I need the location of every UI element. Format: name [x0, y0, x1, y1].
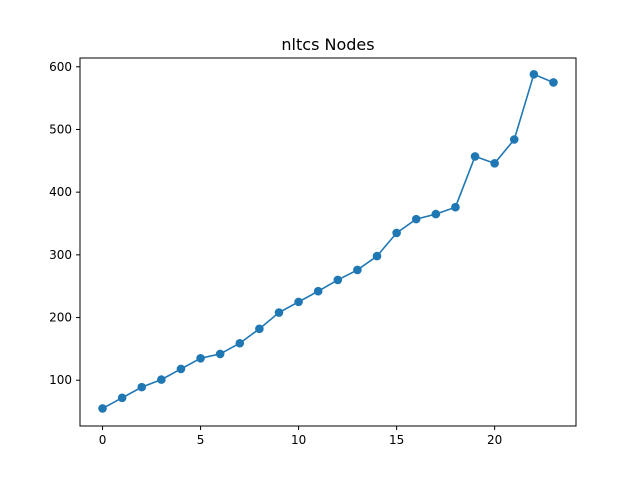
- data-point: [451, 202, 460, 212]
- data-point: [98, 404, 107, 413]
- data-point: [431, 209, 441, 219]
- data-point: [490, 159, 499, 168]
- data-point: [274, 308, 284, 317]
- data-point: [333, 275, 343, 285]
- y-tick-label: 300: [49, 248, 72, 262]
- x-tick-label: 5: [197, 433, 205, 447]
- x-tick-label: 0: [99, 433, 107, 447]
- data-point: [176, 364, 186, 374]
- data-point: [294, 297, 303, 307]
- x-tick-label: 15: [389, 433, 404, 447]
- x-tick-label: 20: [487, 433, 502, 447]
- chart-title: nltcs Nodes: [281, 35, 374, 54]
- data-point: [392, 228, 401, 238]
- data-point: [255, 324, 264, 334]
- data-point: [549, 78, 558, 87]
- data-point: [215, 349, 225, 359]
- series-layer: [98, 70, 558, 413]
- data-point: [509, 135, 519, 144]
- data-point: [196, 353, 205, 363]
- data-point: [117, 393, 127, 403]
- plot-frame: [79, 57, 577, 427]
- axes-layer: 0 5 10 15 20 100 200 300 400 500 600: [49, 57, 577, 447]
- data-point: [137, 382, 147, 392]
- data-point: [529, 70, 539, 79]
- y-tick-label: 100: [49, 373, 72, 387]
- data-point: [470, 152, 480, 161]
- data-point: [313, 286, 323, 296]
- data-point: [353, 265, 362, 275]
- data-point: [411, 214, 421, 224]
- data-point: [235, 338, 245, 348]
- y-tick-label: 200: [49, 311, 72, 325]
- y-tick-label: 400: [49, 185, 72, 199]
- data-point: [372, 251, 382, 261]
- y-tick-label: 500: [49, 122, 72, 136]
- data-point: [157, 375, 166, 384]
- x-tick-label: 10: [291, 433, 306, 447]
- series-line-1: [102, 73, 554, 410]
- y-tick-label: 600: [49, 60, 72, 74]
